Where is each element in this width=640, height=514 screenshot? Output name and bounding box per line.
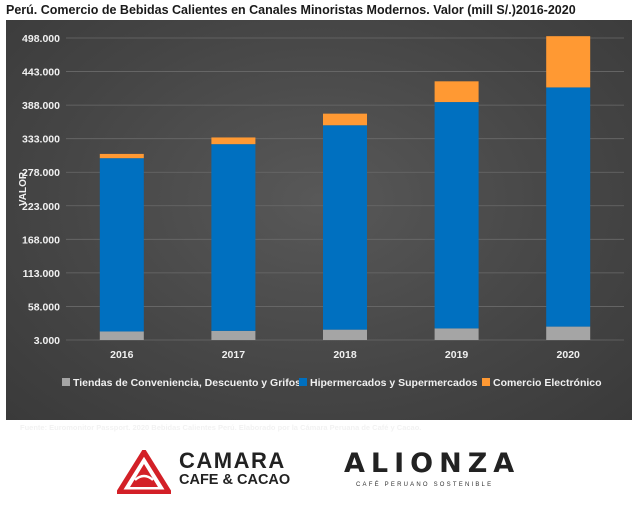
camara-emblem-icon (117, 450, 171, 494)
bar-segment (323, 329, 367, 340)
y-tick-label: 333.000 (22, 134, 60, 146)
y-tick-label: 58.000 (28, 301, 60, 313)
bar-segment (434, 102, 479, 329)
camara-logo-line1: CAMARA (179, 448, 286, 473)
legend-swatch (62, 378, 70, 386)
x-tick-label: 2019 (445, 349, 469, 361)
legend-label: Tiendas de Conveniencia, Descuento y Gri… (73, 377, 301, 389)
bar-segment (211, 330, 256, 340)
bar-segment (434, 328, 479, 340)
y-tick-label: 388.000 (22, 100, 60, 112)
chart-panel: 3.000 58.000 113.000 168.000 223.000 278.000 3… (6, 20, 632, 432)
source-note: Fuente: Euromonitor Passport. 2020 Bebid… (20, 423, 422, 432)
camara-logo-line2: CAFE & CACAO (179, 472, 291, 488)
legend-swatch (299, 378, 307, 386)
y-tick-label: 113.000 (23, 268, 61, 280)
x-tick-label: 2020 (557, 349, 581, 361)
bar-segment (99, 331, 144, 340)
legend-swatch (482, 378, 490, 386)
bar-segment (99, 153, 144, 159)
x-tick-label: 2016 (110, 349, 134, 361)
bar-segment (546, 36, 591, 88)
legend-label: Hipermercados y Supermercados (310, 377, 478, 389)
alianza-logo-line2: CAFÉ PERUANO SOSTENIBLE (356, 482, 494, 488)
y-tick-label: 168.000 (22, 234, 60, 246)
y-tick-label: 498.000 (22, 33, 60, 45)
y-tick-label: 3.000 (34, 335, 60, 347)
bar-segment (546, 326, 591, 340)
camara-logo: CAMARA CAFE & CACAO (117, 448, 302, 496)
alianza-logo-line1: ALIONZA (344, 448, 521, 479)
x-tick-label: 2017 (222, 349, 246, 361)
bar-segment (434, 81, 479, 103)
x-tick-label: 2018 (333, 349, 357, 361)
stacked-bar-chart: 3.000 58.000 113.000 168.000 223.000 278.000 3… (18, 33, 624, 389)
y-tick-label: 278.000 (22, 167, 60, 179)
bar-segment (323, 125, 367, 330)
bar-segment (211, 144, 256, 331)
bar-segment (546, 87, 591, 327)
alianza-logo: ALIONZA CAFÉ PERUANO SOSTENIBLE (344, 448, 514, 496)
bar-segment (99, 158, 144, 332)
y-tick-label: 223.000 (22, 201, 60, 213)
y-axis-label: VALOR (18, 171, 29, 206)
legend-label: Comercio Electrónico (493, 377, 602, 389)
bar-segment (211, 137, 256, 145)
bar-segment (323, 113, 367, 126)
chart-title: Perú. Comercio de Bebidas Calientes en C… (6, 3, 576, 17)
y-tick-label: 443.000 (22, 67, 60, 79)
